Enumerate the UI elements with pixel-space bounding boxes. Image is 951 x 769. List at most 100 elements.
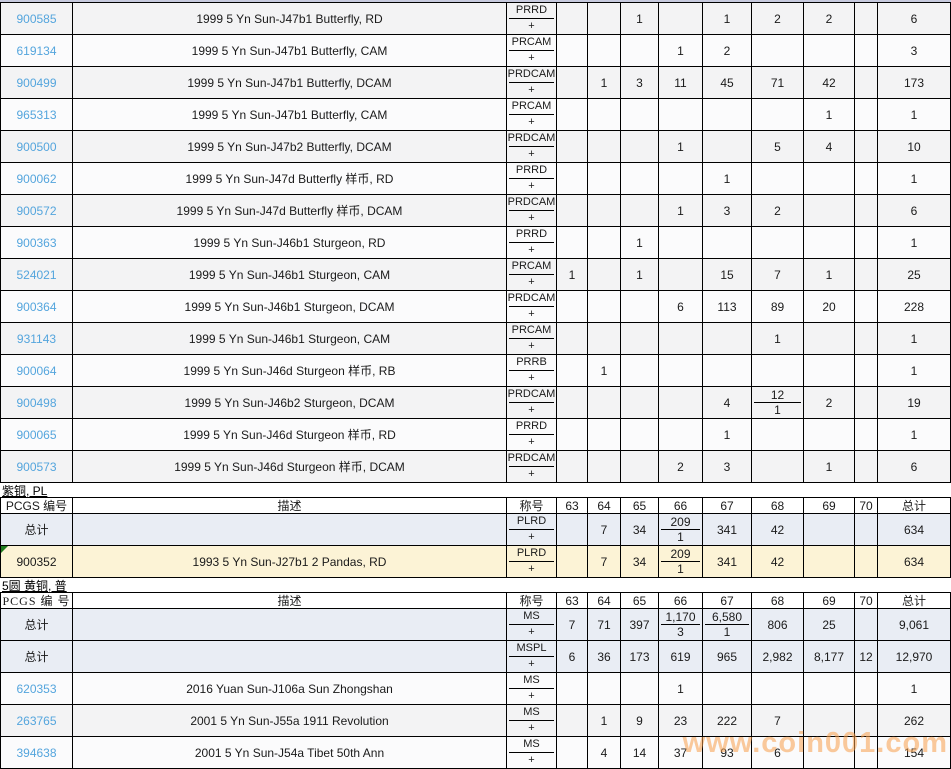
grade-63-count-cell: 6 [557, 641, 588, 673]
total-count-cell: 10 [878, 131, 951, 163]
grade-67-count: 1 [723, 171, 731, 186]
grade-67-count: 2 [723, 43, 731, 58]
grade-68-count: 42 [770, 554, 785, 569]
plus-designation-label-half: + [507, 435, 556, 451]
coin-description: 1999 5 Yn Sun-J46d Sturgeon 样币, RB [183, 364, 396, 378]
plus-designation-label-half: + [507, 721, 556, 737]
designation-label: PLRD [516, 547, 547, 560]
total-count: 173 [903, 75, 925, 90]
grade-63-count-cell [557, 131, 588, 163]
pcgs-number-link[interactable]: 900573 [16, 459, 57, 474]
pcgs-number-link[interactable]: 900585 [16, 11, 57, 26]
grade-67-count-half: 6,580 [703, 609, 751, 625]
header-grade-65: 65 [621, 593, 659, 609]
grade-64-count-cell [588, 195, 621, 227]
grade-70-count-cell [855, 35, 878, 67]
pcgs-number-link[interactable]: 900499 [16, 75, 57, 90]
grade-64-count: 4 [600, 745, 608, 760]
coin-description-cell: 1999 5 Yn Sun-J46b1 Sturgeon, CAM [73, 323, 507, 355]
grade-67-count-cell: 3 [703, 451, 752, 483]
grade-68-count: 806 [767, 617, 788, 632]
table-row: 900573 1999 5 Yn Sun-J46d Sturgeon 样币, DC… [0, 451, 951, 483]
grade-67-count: 1 [723, 11, 731, 26]
grade-66-count-cell: 1 [659, 195, 703, 227]
pcgs-number-link[interactable]: 900062 [16, 171, 57, 186]
coin-description-cell: 1999 5 Yn Sun-J47d Butterfly 样币, RD [73, 163, 507, 195]
pcgs-number-link[interactable]: 263765 [16, 713, 57, 728]
pcgs-number-link[interactable]: 900500 [16, 139, 57, 154]
plus-designation-label-half: + [507, 403, 556, 419]
grade-70-count-cell [855, 163, 878, 195]
pcgs-number-link-cell: 619134 [0, 35, 73, 67]
designation-cell: PRDCAM + [507, 67, 557, 99]
pcgs-number-link[interactable]: 620353 [16, 681, 57, 696]
grade-70-count-cell [855, 673, 878, 705]
pcgs-number-link-cell: 900500 [0, 131, 73, 163]
pcgs-number-link[interactable]: 900364 [16, 299, 57, 314]
grade-63-count-cell [557, 737, 588, 769]
pcgs-number-link[interactable]: 394638 [16, 745, 57, 760]
total-count: 1 [910, 331, 918, 346]
designation-label-half: PRDCAM [507, 451, 556, 467]
coin-description-cell: 1999 5 Yn Sun-J46b1 Sturgeon, RD [73, 227, 507, 259]
grade-64-count-cell: 71 [588, 609, 621, 641]
grade-66-count-cell [659, 3, 703, 35]
grade-70-count-cell [855, 737, 878, 769]
designation-cell: PRRB + [507, 355, 557, 387]
grade-69-count-cell: 20 [804, 291, 855, 323]
grade-69-count: 2 [825, 11, 833, 26]
coin-description-cell: 2001 5 Yn Sun-J54a Tibet 50th Ann [73, 737, 507, 769]
plus-designation-label: + [528, 562, 535, 575]
total-count-cell: 6 [878, 3, 951, 35]
grade-68-count: 1 [774, 331, 781, 346]
designation-label-half: MS [507, 705, 556, 721]
total-row-label-cell: 总计 [0, 609, 73, 641]
total-count: 3 [910, 43, 918, 58]
table-row: 总计 MS +7 71 397 1,170 3 6,580 1 806 25 9,061 [0, 609, 951, 641]
grade-68-count-cell: 89 [752, 291, 804, 323]
coin-description: 1999 5 Yn Sun-J47d Butterfly 样币, RD [185, 172, 394, 186]
grade-64-count: 71 [597, 617, 611, 632]
grade-69-count-cell [804, 355, 855, 387]
designation-label-half: PRDCAM [507, 195, 556, 211]
designation-cell: PRRD + [507, 163, 557, 195]
total-row-label: 总计 [24, 618, 49, 632]
grade-67-count-cell: 1 [703, 419, 752, 451]
grade-70-count-cell [855, 227, 878, 259]
header-grade-69-text: 69 [822, 498, 836, 513]
pcgs-number-link[interactable]: 524021 [16, 267, 57, 282]
designation-label: PRDCAM [507, 388, 556, 401]
coin-description: 1999 5 Yn Sun-J46d Sturgeon 样币, DCAM [174, 460, 405, 474]
pcgs-number-link[interactable]: 900065 [16, 427, 57, 442]
designation-label: PRRB [516, 356, 547, 369]
pcgs-number-link-cell: 900065 [0, 419, 73, 451]
pcgs-number-link[interactable]: 619134 [16, 43, 57, 58]
pcgs-number-link[interactable]: 931143 [16, 331, 57, 346]
grade-68-count-half: 12 [752, 387, 803, 403]
pcgs-number-link[interactable]: 900498 [16, 395, 57, 410]
pcgs-number-link[interactable]: 900363 [16, 235, 57, 250]
grade-70-count-cell: 12 [855, 641, 878, 673]
pcgs-number-link[interactable]: 900572 [16, 203, 57, 218]
grade-64-count-cell [588, 259, 621, 291]
plus-designation-label: + [528, 243, 535, 256]
grade-65-count-cell [621, 195, 659, 227]
designation-cell: PRDCAM + [507, 387, 557, 419]
plus-designation-label-half: + [507, 371, 556, 387]
pcgs-number-link[interactable]: 965313 [16, 107, 57, 122]
grade-66-count-cell: 619 [659, 641, 703, 673]
grade-68-count-cell: 6 [752, 737, 804, 769]
grade-66-count-cell: 6 [659, 291, 703, 323]
grade-66-count-cell: 11 [659, 67, 703, 99]
table-row: 900364 1999 5 Yn Sun-J46b1 Sturgeon, DCAM… [0, 291, 951, 323]
pcgs-number-link[interactable]: 900064 [16, 363, 57, 378]
grade-64-count-cell [588, 227, 621, 259]
grade-65-count: 9 [636, 713, 643, 728]
grade-66-count-cell [659, 99, 703, 131]
grade-63-count: 7 [568, 617, 576, 632]
total-count: 1 [910, 681, 918, 696]
grade-67-count: 1 [723, 427, 731, 442]
grade-70-count-cell [855, 67, 878, 99]
pcgs-number-link-cell: 263765 [0, 705, 73, 737]
grade-67-count-cell: 93 [703, 737, 752, 769]
